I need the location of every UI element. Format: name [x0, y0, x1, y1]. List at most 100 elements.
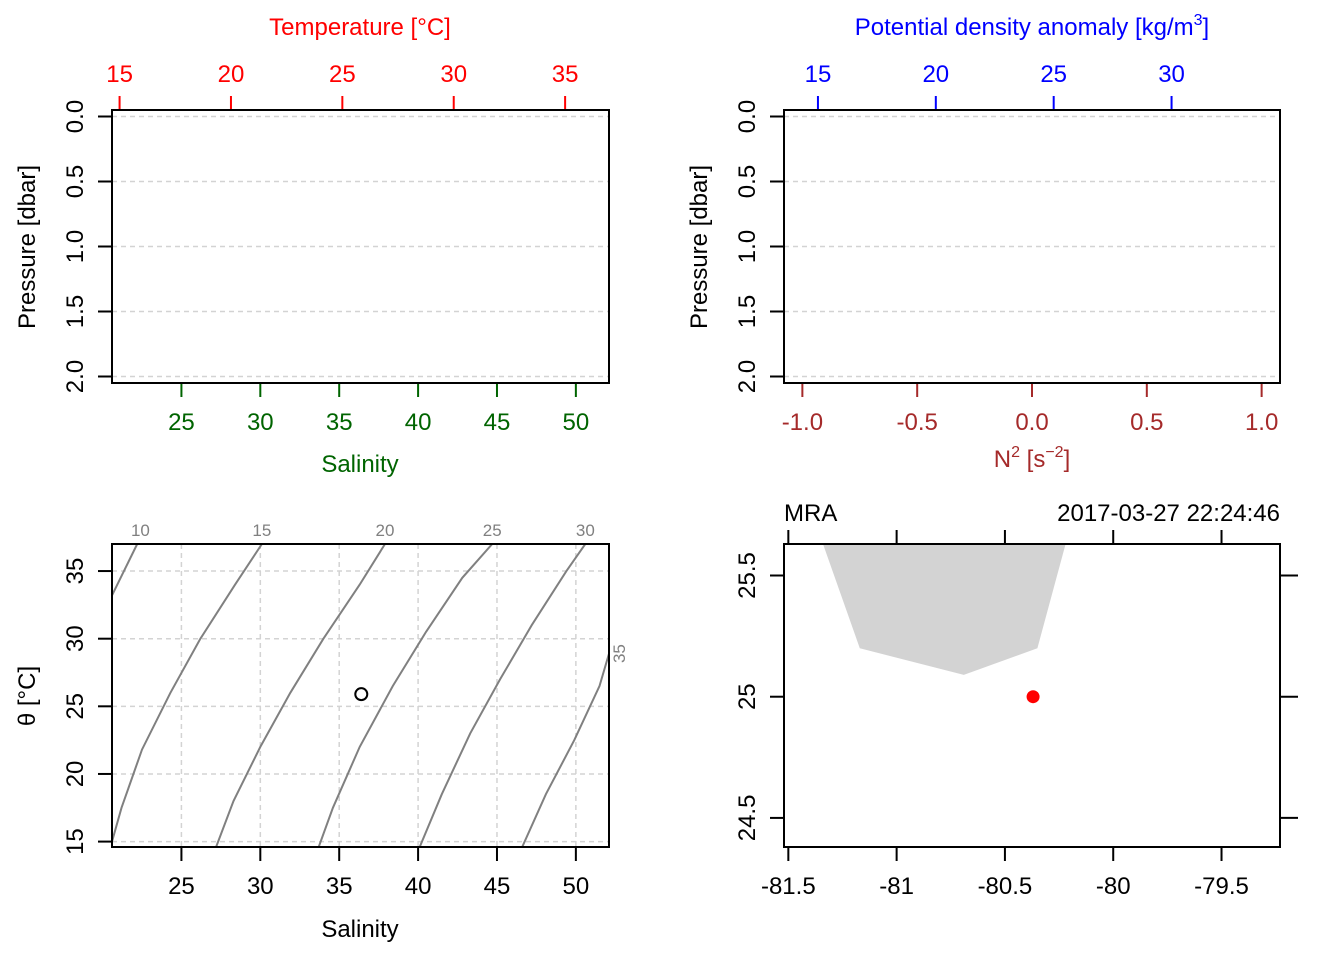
- p4-station-point: [1026, 690, 1040, 704]
- p2-pressure-tick-label: 1.0: [734, 230, 761, 263]
- p1-salinity-tick-label: 50: [563, 409, 590, 436]
- p3-theta-title: θ [°C]: [14, 666, 41, 726]
- p1-temperature-tick-label: 25: [329, 61, 356, 88]
- p3-salinity-tick-label: 45: [484, 873, 511, 900]
- p2-plot-frame: [783, 109, 1281, 384]
- p3-isopycnal-label: 15: [252, 521, 271, 540]
- p4-station-name: MRA: [784, 500, 837, 527]
- p2-density-title: Potential density anomaly [kg/m3]: [855, 12, 1209, 41]
- p1-salinity-tick-label: 40: [405, 409, 432, 436]
- p4-longitude-tick-label: -81: [879, 873, 914, 900]
- p4-longitude-axis: -81.5 -81 -80.5 -80 -79.5: [761, 847, 1249, 900]
- p3-salinity-tick-label: 35: [326, 873, 353, 900]
- p4-longitude-tick-label: -81.5: [761, 873, 816, 900]
- p2-n2-tick-label: 0.0: [1015, 409, 1048, 436]
- p2-density-tick-label: 20: [922, 61, 949, 88]
- p1-pressure-tick-label: 0.5: [62, 165, 89, 198]
- p1-pressure-tick-label: 0.0: [62, 100, 89, 133]
- p3-grid: [112, 544, 609, 847]
- p3-theta-tick-label: 20: [62, 761, 89, 788]
- p1-salinity-tick-label: 30: [247, 409, 274, 436]
- p1-temperature-tick-label: 35: [552, 61, 579, 88]
- p4-timestamp: 2017-03-27 22:24:46: [1057, 500, 1280, 527]
- p4-points: [1026, 690, 1040, 704]
- p2-density-tick-label: 25: [1040, 61, 1067, 88]
- p2-n2-tick-label: -0.5: [897, 409, 938, 436]
- p2-pressure-axis: 0.0 0.5 1.0 1.5 2.0: [734, 100, 784, 393]
- density-n2-profile-panel: 15 20 25 30 -1.0 -0.5 0.0 0.5 1.0 0.0 0.5 1.0 1.5 2…: [686, 12, 1281, 473]
- p1-temperature-tick-label: 30: [440, 61, 467, 88]
- p3-salinity-tick-label: 30: [247, 873, 274, 900]
- p3-isopycnal-line: [418, 544, 587, 847]
- p3-isopycnal-line: [521, 653, 609, 847]
- p3-isopycnal-labels: 10 15 20 25 30 35: [131, 521, 629, 663]
- salinity-temperature-profile-panel: 15 20 25 30 35 25 30 35 40 45 50 0.00.51.01.52.0 …: [14, 14, 610, 478]
- p4-latitude-axis: 24.5 25 25.5: [734, 552, 784, 841]
- p4-top-ticks: [787, 530, 1223, 544]
- p1-grid: [112, 115, 609, 378]
- p4-right-ticks: [1280, 574, 1298, 819]
- p3-salinity-tick-label: 40: [405, 873, 432, 900]
- p2-density-tick-label: 15: [805, 61, 832, 88]
- p3-isopycnal-label: 35: [610, 644, 629, 663]
- p1-salinity-tick-label: 35: [326, 409, 353, 436]
- p3-isopycnal-label: 30: [576, 521, 595, 540]
- p1-salinity-title: Salinity: [321, 451, 398, 478]
- p3-isopycnal-label: 10: [131, 521, 150, 540]
- p3-points: [354, 687, 369, 702]
- p3-isopycnal-line: [317, 544, 493, 847]
- p2-pressure-tick-label: 1.5: [734, 295, 761, 328]
- p4-longitude-tick-label: -80.5: [978, 873, 1033, 900]
- p1-pressure-tick-label: 2.0: [62, 360, 89, 393]
- p1-temperature-title: Temperature [°C]: [269, 14, 451, 41]
- p2-pressure-tick-label: 2.0: [734, 360, 761, 393]
- p4-latitude-tick-label: 24.5: [734, 795, 761, 842]
- p1-temperature-tick-label: 15: [106, 61, 133, 88]
- p4-land: [823, 544, 1066, 675]
- p3-salinity-tick-label: 50: [563, 873, 590, 900]
- p4-plot-frame: [783, 543, 1281, 848]
- p3-theta-tick-label: 35: [62, 558, 89, 585]
- p1-pressure-tick-label: 1.5: [62, 295, 89, 328]
- p1-pressure-axis: 0.0 0.5 1.0 1.5 2.0: [62, 100, 112, 393]
- p1-salinity-axis: 25 30 35 40 45 50: [168, 383, 589, 436]
- p2-density-tick-label: 30: [1158, 61, 1185, 88]
- p2-density-axis: 15 20 25 30: [805, 61, 1185, 110]
- p1-pressure-title: Pressure [dbar]: [14, 165, 41, 329]
- ts-diagram-panel: 10 15 20 25 30 35 25 30 35 40 45 50 15 20 25 30 35 Sal…: [14, 521, 629, 943]
- p1-plot-frame: [111, 109, 610, 384]
- p2-n2-title: N2 [s−2]: [994, 444, 1071, 473]
- p4-longitude-tick-label: -80: [1096, 873, 1131, 900]
- p2-pressure-tick-label: 0.5: [734, 165, 761, 198]
- p4-latitude-tick-label: 25.5: [734, 552, 761, 599]
- p1-salinity-tick-label: 45: [484, 409, 511, 436]
- p3-plot-frame: [111, 543, 610, 848]
- p2-n2-tick-label: 0.5: [1130, 409, 1163, 436]
- p3-isopycnal-line: [112, 544, 263, 842]
- p3-theta-axis: 15 20 25 30 35: [62, 558, 112, 855]
- p3-isopycnal-label: 20: [375, 521, 394, 540]
- p3-theta-tick-label: 25: [62, 693, 89, 720]
- p2-pressure-tick-label: 0.0: [734, 100, 761, 133]
- p3-theta-tick-label: 15: [62, 828, 89, 855]
- p3-data-point: [354, 687, 369, 702]
- p1-temperature-axis: 15 20 25 30 35: [106, 61, 578, 110]
- p1-temperature-tick-label: 20: [218, 61, 245, 88]
- p3-salinity-title: Salinity: [321, 916, 398, 943]
- p2-grid: [784, 115, 1280, 378]
- p1-pressure-tick-label: 1.0: [62, 230, 89, 263]
- p4-latitude-tick-label: 25: [734, 683, 761, 710]
- p1-salinity-tick-label: 25: [168, 409, 195, 436]
- p3-isopycnal-line: [112, 544, 139, 596]
- p4-longitude-tick-label: -79.5: [1194, 873, 1249, 900]
- p3-isopycnal-line: [215, 544, 386, 847]
- p3-salinity-axis: 25 30 35 40 45 50: [168, 847, 589, 900]
- p3-isopycnals: [112, 544, 609, 847]
- p2-n2-tick-label: -1.0: [782, 409, 823, 436]
- p2-n2-axis: -1.0 -0.5 0.0 0.5 1.0: [782, 383, 1278, 436]
- station-map-panel: -81.5 -81 -80.5 -80 -79.5 24.5 25 25.5 MRA 201…: [734, 500, 1298, 900]
- p3-theta-tick-label: 30: [62, 625, 89, 652]
- p2-n2-tick-label: 1.0: [1245, 409, 1278, 436]
